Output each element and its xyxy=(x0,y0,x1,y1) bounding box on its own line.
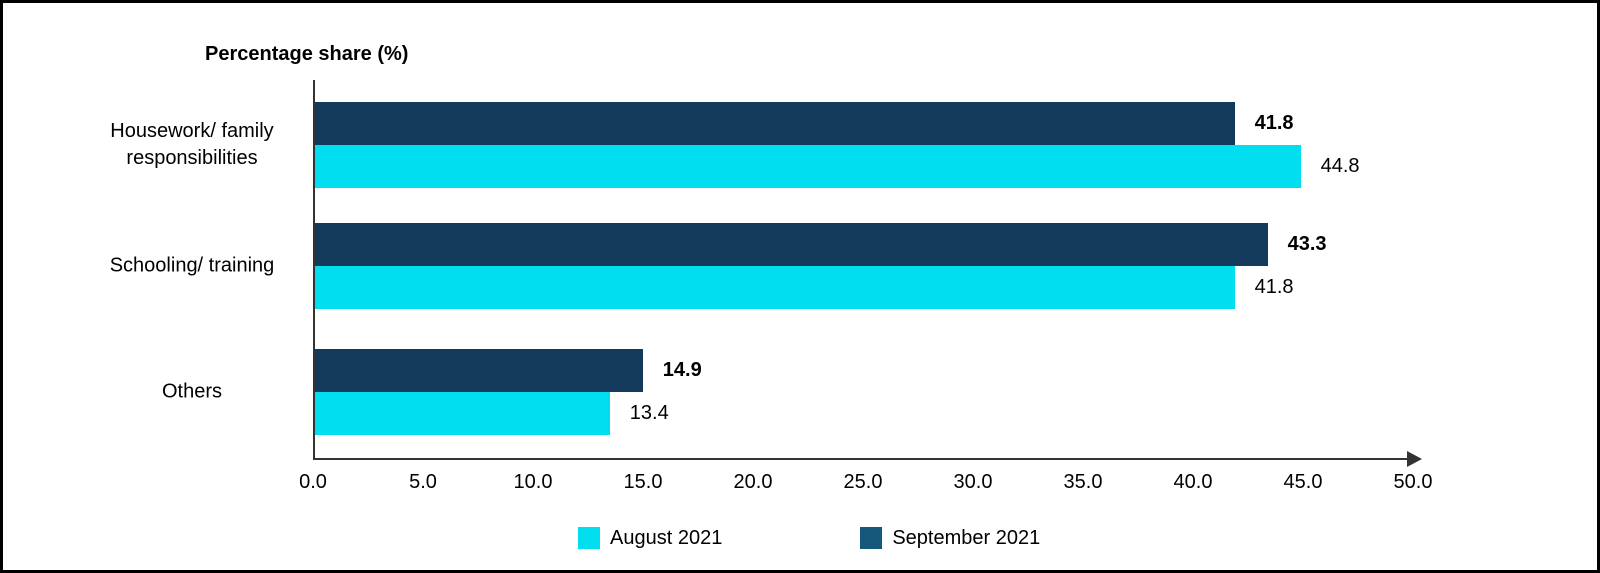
legend-item-august-2021: August 2021 xyxy=(578,527,722,549)
y-axis-line xyxy=(313,80,315,459)
category-label: Schooling/ training xyxy=(109,254,275,277)
category-label: Others xyxy=(161,380,223,403)
x-tick-label: 30.0 xyxy=(953,471,993,493)
value-label-september-2021: 43.3 xyxy=(1287,233,1327,255)
value-label-august-2021: 44.8 xyxy=(1320,155,1360,177)
value-label-september-2021: 14.9 xyxy=(662,359,702,381)
value-label-august-2021: 41.8 xyxy=(1254,276,1294,298)
x-tick-label: 40.0 xyxy=(1173,471,1213,493)
x-tick-label: 5.0 xyxy=(409,471,437,493)
x-tick-label: 15.0 xyxy=(623,471,663,493)
legend-item-september-2021: September 2021 xyxy=(860,527,1040,549)
value-label-august-2021: 13.4 xyxy=(629,402,669,424)
x-axis-arrow-icon xyxy=(1407,451,1422,467)
bar-september-2021 xyxy=(315,223,1268,266)
bar-september-2021 xyxy=(315,102,1235,145)
x-tick-label: 45.0 xyxy=(1283,471,1323,493)
x-tick-label: 50.0 xyxy=(1393,471,1433,493)
plot-area: 41.8 44.8 43.3 41.8 14.9 13.4 xyxy=(313,80,1422,467)
category-label: Housework/ family responsibilities xyxy=(110,120,274,169)
legend-swatch-august-2021 xyxy=(578,527,600,549)
x-tick-label: 0.0 xyxy=(299,471,327,493)
x-tick-label: 35.0 xyxy=(1063,471,1103,493)
bar-august-2021 xyxy=(315,392,610,435)
x-tick-label: 25.0 xyxy=(843,471,883,493)
bar-september-2021 xyxy=(315,349,643,392)
x-axis-line xyxy=(313,458,1411,460)
x-tick-label: 20.0 xyxy=(733,471,773,493)
legend-label-august-2021: August 2021 xyxy=(610,527,723,549)
legend-swatch-september-2021 xyxy=(860,527,883,549)
value-label-september-2021: 41.8 xyxy=(1254,112,1294,134)
legend: August 2021 September 2021 xyxy=(578,527,1040,549)
legend-label-september-2021: September 2021 xyxy=(892,527,1041,549)
bar-august-2021 xyxy=(315,266,1235,309)
bar-august-2021 xyxy=(315,145,1301,188)
x-tick-label: 10.0 xyxy=(513,471,553,493)
chart-title: Percentage share (%) xyxy=(205,43,409,65)
